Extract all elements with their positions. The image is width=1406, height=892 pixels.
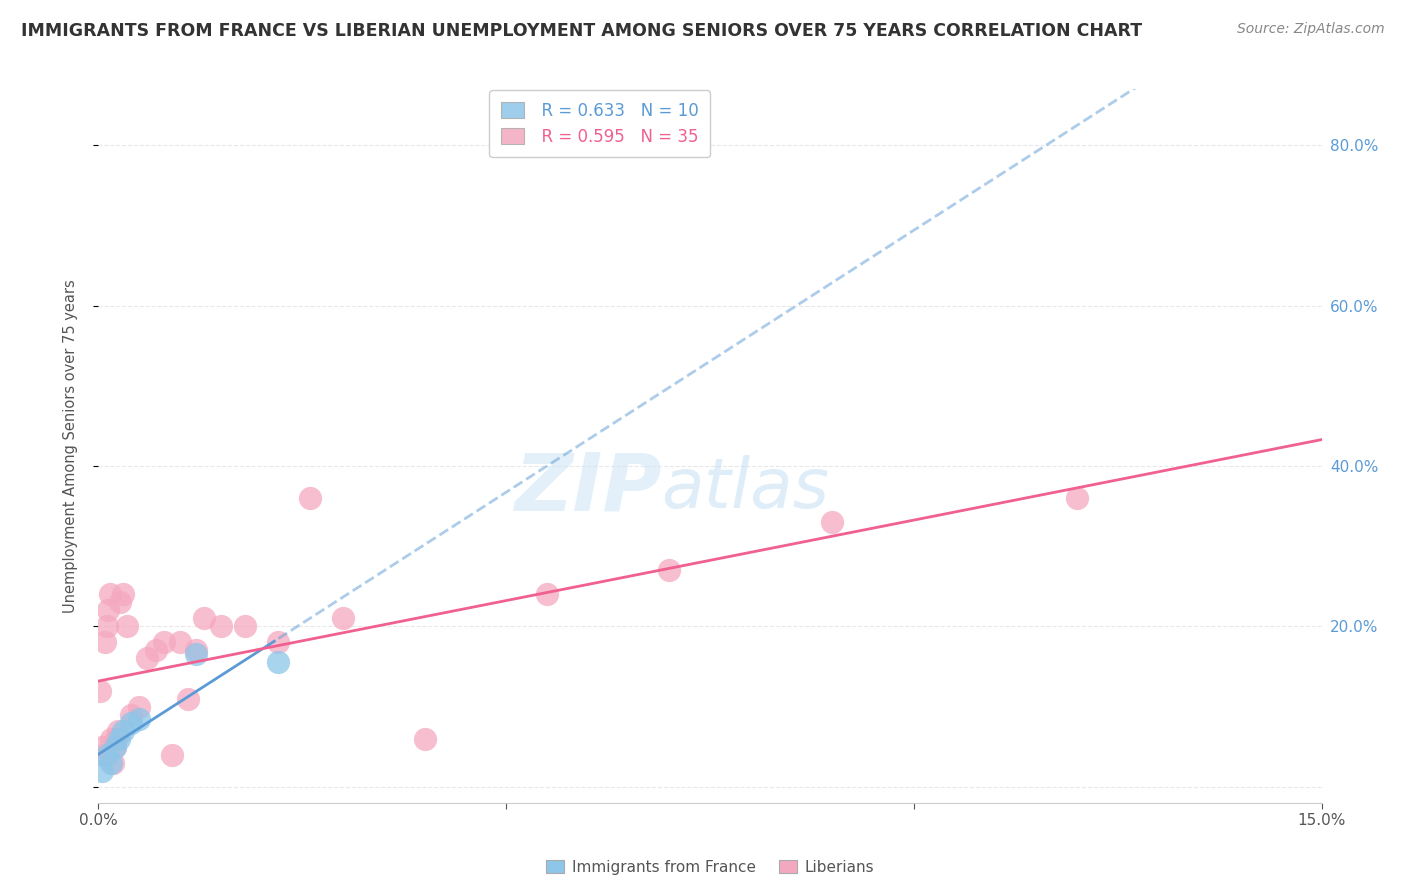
Point bbox=[128, 712, 150, 726]
Text: atlas: atlas bbox=[661, 455, 830, 523]
Point bbox=[136, 651, 159, 665]
Point bbox=[94, 635, 117, 649]
Point bbox=[186, 648, 208, 662]
Point bbox=[91, 747, 114, 762]
Point bbox=[413, 731, 436, 746]
Text: IMMIGRANTS FROM FRANCE VS LIBERIAN UNEMPLOYMENT AMONG SENIORS OVER 75 YEARS CORR: IMMIGRANTS FROM FRANCE VS LIBERIAN UNEMP… bbox=[21, 22, 1142, 40]
Text: Source: ZipAtlas.com: Source: ZipAtlas.com bbox=[1237, 22, 1385, 37]
Point bbox=[97, 603, 120, 617]
Point bbox=[1066, 491, 1088, 505]
Point bbox=[267, 635, 290, 649]
Point bbox=[160, 747, 183, 762]
Point bbox=[111, 723, 134, 738]
Point bbox=[100, 756, 122, 770]
Point bbox=[536, 587, 558, 601]
Point bbox=[90, 739, 112, 754]
Point bbox=[111, 587, 134, 601]
Point bbox=[299, 491, 322, 505]
Point bbox=[108, 595, 131, 609]
Point bbox=[115, 619, 138, 633]
Point bbox=[193, 611, 215, 625]
Point bbox=[120, 707, 142, 722]
Point bbox=[658, 563, 681, 577]
Legend: Immigrants from France, Liberians: Immigrants from France, Liberians bbox=[540, 854, 880, 880]
Point bbox=[169, 635, 191, 649]
Point bbox=[91, 764, 114, 778]
Point bbox=[101, 756, 124, 770]
Point bbox=[96, 619, 118, 633]
Point bbox=[104, 739, 127, 754]
Point bbox=[105, 731, 128, 746]
Point bbox=[145, 643, 167, 657]
Point bbox=[120, 715, 142, 730]
Point bbox=[332, 611, 354, 625]
Point bbox=[100, 731, 122, 746]
Point bbox=[104, 739, 127, 754]
Y-axis label: Unemployment Among Seniors over 75 years: Unemployment Among Seniors over 75 years bbox=[63, 279, 77, 613]
Text: ZIP: ZIP bbox=[513, 450, 661, 528]
Point bbox=[177, 691, 200, 706]
Point bbox=[108, 731, 131, 746]
Point bbox=[186, 643, 208, 657]
Point bbox=[89, 683, 111, 698]
Point bbox=[128, 699, 150, 714]
Point bbox=[107, 723, 129, 738]
Point bbox=[96, 747, 118, 762]
Point bbox=[152, 635, 174, 649]
Point bbox=[267, 656, 290, 670]
Point bbox=[821, 515, 844, 529]
Point bbox=[209, 619, 232, 633]
Point bbox=[98, 587, 121, 601]
Point bbox=[233, 619, 256, 633]
